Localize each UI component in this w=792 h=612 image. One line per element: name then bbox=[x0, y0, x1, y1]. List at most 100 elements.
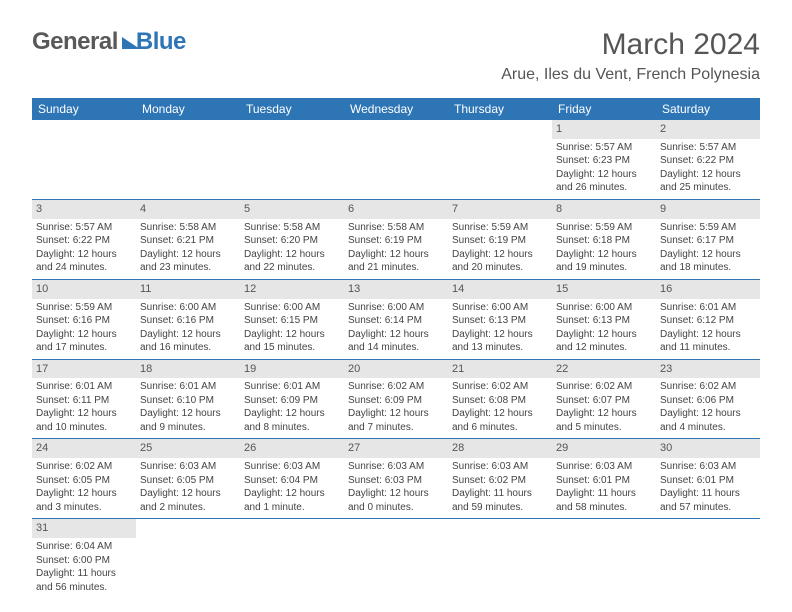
detail-row: Sunrise: 6:01 AMSunset: 6:11 PMDaylight:… bbox=[32, 378, 760, 439]
sunset-text: Sunset: 6:09 PM bbox=[348, 394, 444, 408]
day-number-cell: 3 bbox=[32, 199, 136, 218]
sunrise-text: Sunrise: 5:58 AM bbox=[140, 221, 236, 235]
sunrise-text: Sunrise: 6:01 AM bbox=[36, 380, 132, 394]
daylight-text-2: and 57 minutes. bbox=[660, 501, 756, 515]
day-number-cell: 2 bbox=[656, 120, 760, 139]
day-number-cell: 9 bbox=[656, 199, 760, 218]
logo: General Blue bbox=[32, 28, 186, 56]
day-detail-cell: Sunrise: 6:01 AMSunset: 6:10 PMDaylight:… bbox=[136, 378, 240, 439]
day-detail-cell: Sunrise: 5:59 AMSunset: 6:19 PMDaylight:… bbox=[448, 219, 552, 280]
day-number-cell bbox=[32, 120, 136, 139]
day-number-cell bbox=[240, 519, 344, 538]
daylight-text-1: Daylight: 11 hours bbox=[556, 487, 652, 501]
daylight-text-1: Daylight: 12 hours bbox=[244, 407, 340, 421]
sunset-text: Sunset: 6:21 PM bbox=[140, 234, 236, 248]
day-detail-cell bbox=[448, 139, 552, 200]
daylight-text-2: and 0 minutes. bbox=[348, 501, 444, 515]
day-detail-cell: Sunrise: 6:03 AMSunset: 6:03 PMDaylight:… bbox=[344, 458, 448, 519]
daylight-text-1: Daylight: 12 hours bbox=[348, 328, 444, 342]
sunset-text: Sunset: 6:08 PM bbox=[452, 394, 548, 408]
daylight-text-2: and 21 minutes. bbox=[348, 261, 444, 275]
day-detail-cell bbox=[552, 538, 656, 598]
daylight-text-2: and 59 minutes. bbox=[452, 501, 548, 515]
day-detail-cell: Sunrise: 6:03 AMSunset: 6:01 PMDaylight:… bbox=[656, 458, 760, 519]
day-number-cell: 8 bbox=[552, 199, 656, 218]
sunrise-text: Sunrise: 6:03 AM bbox=[660, 460, 756, 474]
daylight-text-2: and 14 minutes. bbox=[348, 341, 444, 355]
sunrise-text: Sunrise: 6:02 AM bbox=[556, 380, 652, 394]
sunrise-text: Sunrise: 5:57 AM bbox=[556, 141, 652, 155]
sunrise-text: Sunrise: 6:02 AM bbox=[36, 460, 132, 474]
sunset-text: Sunset: 6:14 PM bbox=[348, 314, 444, 328]
daynum-row: 12 bbox=[32, 120, 760, 139]
daylight-text-2: and 4 minutes. bbox=[660, 421, 756, 435]
day-number-cell: 11 bbox=[136, 279, 240, 298]
day-number-cell: 16 bbox=[656, 279, 760, 298]
daylight-text-1: Daylight: 12 hours bbox=[452, 407, 548, 421]
sunset-text: Sunset: 6:06 PM bbox=[660, 394, 756, 408]
day-header: Thursday bbox=[448, 98, 552, 120]
day-detail-cell: Sunrise: 5:59 AMSunset: 6:16 PMDaylight:… bbox=[32, 299, 136, 360]
day-detail-cell: Sunrise: 6:02 AMSunset: 6:09 PMDaylight:… bbox=[344, 378, 448, 439]
day-header: Wednesday bbox=[344, 98, 448, 120]
day-number-cell: 1 bbox=[552, 120, 656, 139]
sunrise-text: Sunrise: 6:02 AM bbox=[452, 380, 548, 394]
daylight-text-1: Daylight: 12 hours bbox=[244, 248, 340, 262]
sunset-text: Sunset: 6:09 PM bbox=[244, 394, 340, 408]
day-detail-cell: Sunrise: 6:03 AMSunset: 6:04 PMDaylight:… bbox=[240, 458, 344, 519]
day-detail-cell: Sunrise: 6:00 AMSunset: 6:14 PMDaylight:… bbox=[344, 299, 448, 360]
day-number-cell: 30 bbox=[656, 439, 760, 458]
day-detail-cell: Sunrise: 5:59 AMSunset: 6:17 PMDaylight:… bbox=[656, 219, 760, 280]
sunrise-text: Sunrise: 5:59 AM bbox=[660, 221, 756, 235]
sunrise-text: Sunrise: 6:03 AM bbox=[452, 460, 548, 474]
day-number-cell bbox=[448, 120, 552, 139]
day-header: Saturday bbox=[656, 98, 760, 120]
month-title: March 2024 bbox=[501, 28, 760, 62]
day-detail-cell bbox=[448, 538, 552, 598]
sunrise-text: Sunrise: 6:00 AM bbox=[556, 301, 652, 315]
daynum-row: 17181920212223 bbox=[32, 359, 760, 378]
daylight-text-1: Daylight: 11 hours bbox=[36, 567, 132, 581]
day-number-cell: 17 bbox=[32, 359, 136, 378]
calendar-table: Sunday Monday Tuesday Wednesday Thursday… bbox=[32, 98, 760, 598]
sunrise-text: Sunrise: 6:00 AM bbox=[452, 301, 548, 315]
day-detail-cell: Sunrise: 6:02 AMSunset: 6:06 PMDaylight:… bbox=[656, 378, 760, 439]
day-detail-cell: Sunrise: 6:02 AMSunset: 6:05 PMDaylight:… bbox=[32, 458, 136, 519]
daylight-text-2: and 25 minutes. bbox=[660, 181, 756, 195]
daylight-text-1: Daylight: 12 hours bbox=[140, 407, 236, 421]
daylight-text-1: Daylight: 12 hours bbox=[556, 248, 652, 262]
sunrise-text: Sunrise: 6:03 AM bbox=[140, 460, 236, 474]
daylight-text-2: and 6 minutes. bbox=[452, 421, 548, 435]
day-detail-cell: Sunrise: 6:00 AMSunset: 6:16 PMDaylight:… bbox=[136, 299, 240, 360]
daylight-text-2: and 9 minutes. bbox=[140, 421, 236, 435]
daylight-text-2: and 8 minutes. bbox=[244, 421, 340, 435]
daylight-text-1: Daylight: 12 hours bbox=[140, 487, 236, 501]
day-number-cell bbox=[448, 519, 552, 538]
day-number-cell: 23 bbox=[656, 359, 760, 378]
daylight-text-1: Daylight: 12 hours bbox=[36, 407, 132, 421]
daylight-text-2: and 19 minutes. bbox=[556, 261, 652, 275]
sunset-text: Sunset: 6:22 PM bbox=[660, 154, 756, 168]
detail-row: Sunrise: 6:04 AMSunset: 6:00 PMDaylight:… bbox=[32, 538, 760, 598]
daylight-text-2: and 17 minutes. bbox=[36, 341, 132, 355]
day-number-cell: 26 bbox=[240, 439, 344, 458]
sunset-text: Sunset: 6:00 PM bbox=[36, 554, 132, 568]
day-number-cell: 29 bbox=[552, 439, 656, 458]
sunrise-text: Sunrise: 6:02 AM bbox=[660, 380, 756, 394]
daylight-text-1: Daylight: 11 hours bbox=[452, 487, 548, 501]
day-detail-cell bbox=[32, 139, 136, 200]
sunset-text: Sunset: 6:11 PM bbox=[36, 394, 132, 408]
daylight-text-1: Daylight: 12 hours bbox=[244, 487, 340, 501]
day-header: Tuesday bbox=[240, 98, 344, 120]
day-number-cell: 20 bbox=[344, 359, 448, 378]
day-detail-cell bbox=[136, 139, 240, 200]
daylight-text-1: Daylight: 12 hours bbox=[556, 168, 652, 182]
day-number-cell: 13 bbox=[344, 279, 448, 298]
daylight-text-1: Daylight: 12 hours bbox=[348, 407, 444, 421]
sunrise-text: Sunrise: 5:57 AM bbox=[36, 221, 132, 235]
sunset-text: Sunset: 6:13 PM bbox=[452, 314, 548, 328]
sunset-text: Sunset: 6:01 PM bbox=[660, 474, 756, 488]
day-detail-cell: Sunrise: 5:57 AMSunset: 6:22 PMDaylight:… bbox=[656, 139, 760, 200]
sunset-text: Sunset: 6:17 PM bbox=[660, 234, 756, 248]
day-number-cell bbox=[344, 120, 448, 139]
